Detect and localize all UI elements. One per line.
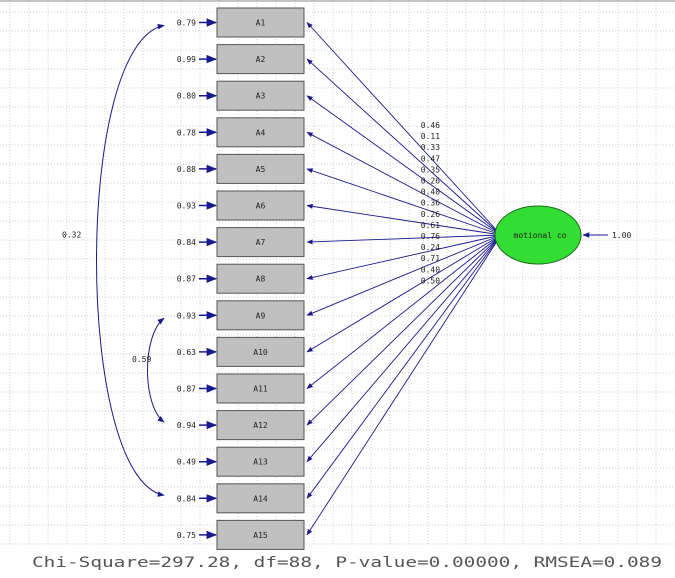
fit-statistics: Chi-Square=297.28, df=88, P-value=0.0000…: [32, 555, 662, 571]
latent-variance-label: 1.00: [612, 231, 631, 240]
error-variance-a11: 0.87: [177, 385, 196, 394]
error-variance-a8: 0.87: [177, 275, 196, 284]
loading-label-a12: 0.24: [421, 243, 440, 252]
loading-label-a11: 0.76: [421, 232, 440, 241]
covariance-paths: 0.32 0.59: [62, 23, 165, 497]
indicator-label-a13: A13: [253, 458, 268, 467]
indicator-label-a5: A5: [256, 165, 266, 174]
error-variance-a6: 0.93: [177, 202, 196, 211]
loading-arrow-a3: [306, 95, 502, 236]
indicator-box-a14[interactable]: [216, 483, 305, 514]
latent-factor-ellipse[interactable]: [494, 205, 582, 265]
indicator-label-a14: A14: [253, 494, 268, 503]
indicator-box-a10[interactable]: [216, 336, 305, 367]
error-variance-a4: 0.78: [177, 128, 196, 137]
indicator-box-a9[interactable]: [216, 300, 305, 331]
error-variance-a12: 0.94: [177, 421, 196, 430]
loading-label-a13: 0.71: [421, 254, 440, 263]
loading-label-a1: 0.46: [421, 121, 440, 130]
indicator-label-a9: A9: [256, 311, 266, 320]
loading-label-a2: 0.11: [421, 132, 440, 141]
loading-label-a7: 0.40: [421, 188, 440, 197]
indicator-label-a3: A3: [256, 92, 266, 101]
indicator-label-a1: A1: [256, 19, 266, 28]
loading-arrow-a5: [306, 168, 502, 236]
error-variance-a7: 0.84: [177, 238, 196, 247]
loading-label-a5: 0.35: [421, 165, 440, 174]
loading-arrow-a4: [306, 131, 502, 236]
loading-arrow-a2: [306, 58, 502, 236]
loading-arrow-a11: [306, 234, 502, 389]
covariance-arc-a1-a14: [96, 23, 165, 497]
error-variance-a10: 0.63: [177, 348, 196, 357]
loading-arrow-a7: [306, 234, 502, 245]
indicator-box-a6[interactable]: [216, 190, 305, 221]
covariance-label-a1-a14: 0.32: [62, 230, 81, 239]
loading-arrow-a13: [306, 234, 502, 463]
loading-label-a9: 0.26: [421, 210, 440, 219]
indicator-box-a5[interactable]: [216, 153, 305, 184]
loading-label-a10: 0.61: [421, 221, 440, 230]
loading-arrow-a9: [306, 234, 502, 316]
loading-label-a6: 0.26: [421, 177, 440, 186]
error-variance-a2: 0.99: [177, 55, 196, 64]
indicator-label-a6: A6: [256, 202, 266, 211]
error-variance-a14: 0.84: [177, 494, 196, 503]
error-variance-a5: 0.88: [177, 165, 196, 174]
indicator-label-a4: A4: [256, 128, 266, 137]
covariance-arc-a9-a12: [147, 317, 165, 423]
loading-arrow-a10: [306, 234, 502, 353]
error-variance-a13: 0.49: [177, 458, 196, 467]
indicator-label-a7: A7: [256, 238, 266, 247]
loading-paths: 0.46 0.11 0.33 0.47 0.35 0.26 0.40 0.36 0.26 0.61…: [306, 22, 502, 536]
indicator-box-a13[interactable]: [216, 446, 305, 477]
loading-arrow-a15: [306, 234, 502, 536]
error-variance-a1: 0.79: [177, 19, 196, 28]
loading-label-a3: 0.33: [421, 143, 440, 152]
loading-arrow-a14: [306, 234, 502, 499]
indicator-box-a12[interactable]: [216, 410, 305, 441]
error-variance-a3: 0.80: [177, 92, 196, 101]
indicator-box-a7[interactable]: [216, 227, 305, 258]
error-variance-a9: 0.93: [177, 311, 196, 320]
latent-factor: motional co 1.00: [494, 205, 631, 265]
indicator-label-a11: A11: [253, 385, 268, 394]
indicator-label-a2: A2: [256, 55, 266, 64]
loading-arrow-a6: [306, 203, 502, 236]
indicator-boxes: A1 0.79 A2 0.99 A3 0.80 A4 0.78 A5 0.88 A6 0.93 A7 0.…: [177, 7, 305, 550]
indicator-box-a11[interactable]: [216, 373, 305, 404]
indicator-label-a10: A10: [253, 348, 268, 357]
indicator-label-a12: A12: [253, 421, 268, 430]
indicator-box-a15[interactable]: [216, 519, 305, 550]
loading-label-a14: 0.40: [421, 265, 440, 274]
indicator-label-a15: A15: [253, 531, 268, 540]
loading-label-a8: 0.36: [421, 199, 440, 208]
loading-arrow-a12: [306, 234, 502, 426]
loading-label-a4: 0.47: [421, 154, 440, 163]
error-variance-a15: 0.75: [177, 531, 196, 540]
loading-arrow-a1: [306, 22, 502, 236]
indicator-box-a4[interactable]: [216, 117, 305, 148]
indicator-label-a8: A8: [256, 275, 266, 284]
loading-arrow-a8: [306, 234, 502, 280]
background-grid: [0, 0, 675, 546]
loading-label-a15: 0.50: [421, 276, 440, 285]
latent-factor-label: motional co: [514, 231, 567, 240]
indicator-box-a3[interactable]: [216, 80, 305, 111]
covariance-label-a9-a12: 0.59: [132, 355, 151, 364]
